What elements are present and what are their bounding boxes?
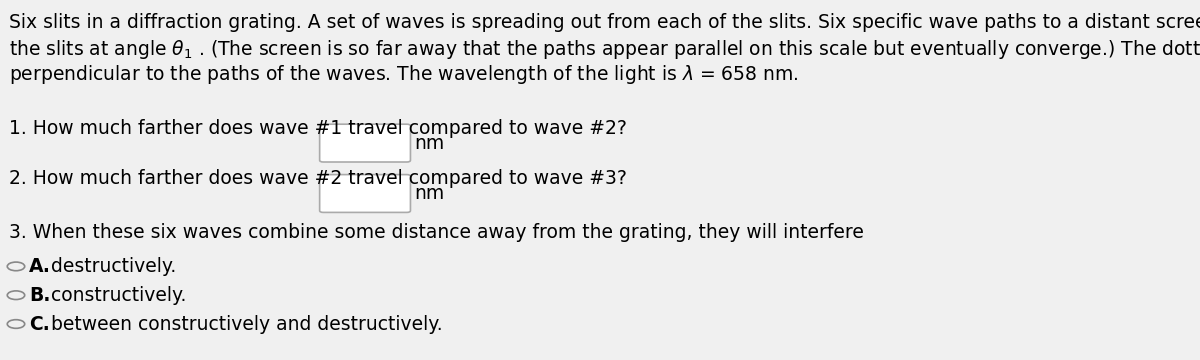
Text: B.: B. xyxy=(29,286,50,305)
Text: 1. How much farther does wave #1 travel compared to wave #2?: 1. How much farther does wave #1 travel … xyxy=(8,119,626,138)
Text: nm: nm xyxy=(414,134,444,153)
Text: constructively.: constructively. xyxy=(50,286,186,305)
Text: C.: C. xyxy=(29,315,50,333)
Text: between constructively and destructively.: between constructively and destructively… xyxy=(50,315,443,333)
Circle shape xyxy=(7,291,25,300)
Text: Six slits in a diffraction grating. A set of waves is spreading out from each of: Six slits in a diffraction grating. A se… xyxy=(8,13,1200,32)
Circle shape xyxy=(7,320,25,328)
Text: nm: nm xyxy=(414,184,444,203)
FancyBboxPatch shape xyxy=(319,124,410,162)
FancyBboxPatch shape xyxy=(319,175,410,212)
Text: destructively.: destructively. xyxy=(50,257,176,276)
Text: 2. How much farther does wave #2 travel compared to wave #3?: 2. How much farther does wave #2 travel … xyxy=(8,169,626,188)
Circle shape xyxy=(7,262,25,271)
Text: A.: A. xyxy=(29,257,50,276)
Text: perpendicular to the paths of the waves. The wavelength of the light is $\lambda: perpendicular to the paths of the waves.… xyxy=(8,63,798,86)
Text: the slits at angle $\theta_1$ . (The screen is so far away that the paths appear: the slits at angle $\theta_1$ . (The scr… xyxy=(8,38,1200,61)
Text: 3. When these six waves combine some distance away from the grating, they will i: 3. When these six waves combine some dis… xyxy=(8,223,864,242)
